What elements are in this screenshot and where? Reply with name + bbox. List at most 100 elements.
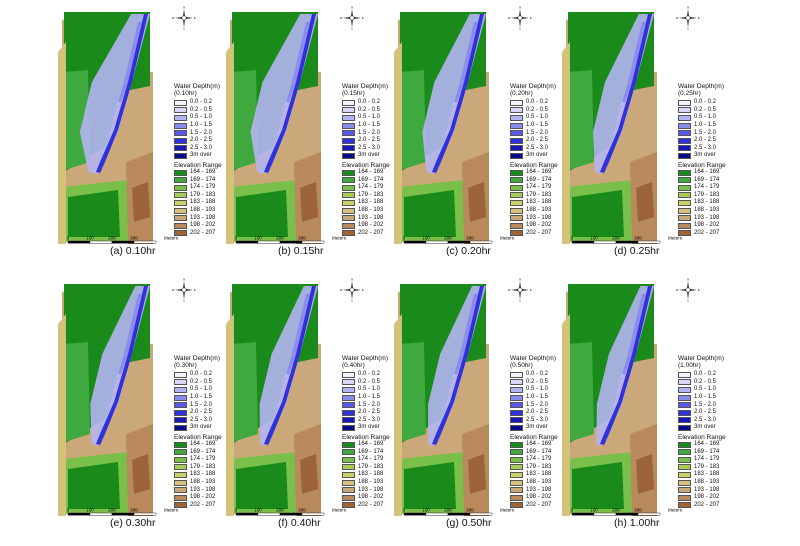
legend-water-item: 2.0 - 2.5 bbox=[174, 409, 222, 417]
compass-south: S bbox=[687, 299, 689, 302]
legend-water-label: 1.0 - 1.5 bbox=[526, 122, 549, 129]
panel-caption: (f) 0.40hr bbox=[278, 517, 321, 529]
terrain-field-south bbox=[68, 190, 120, 237]
legend-swatch bbox=[342, 152, 355, 159]
legend-swatch bbox=[510, 199, 523, 206]
panel-caption: (e) 0.30hr bbox=[110, 517, 156, 529]
legend-water-item: 2.0 - 2.5 bbox=[510, 409, 558, 417]
legend-swatch bbox=[342, 222, 355, 229]
legend-time-label: (0.50hr) bbox=[510, 362, 533, 369]
terrain-ridge-west bbox=[562, 314, 570, 516]
legend-elevation-label: 169 - 174 bbox=[358, 448, 384, 455]
legend-elevation-label: 174 - 179 bbox=[694, 456, 720, 463]
legend-swatch bbox=[678, 386, 691, 393]
legend-elevation-item: 193 - 198 bbox=[678, 214, 726, 222]
scale-tick-label: 300 bbox=[466, 235, 474, 240]
legend-elevation-label: 179 - 183 bbox=[190, 191, 216, 198]
legend-elevation-item: 183 - 188 bbox=[678, 471, 726, 479]
legend-swatch bbox=[342, 199, 355, 206]
legend-elevation-label: 174 - 179 bbox=[694, 184, 720, 191]
legend-water-item: 0.2 - 0.5 bbox=[678, 107, 726, 115]
legend-water-item: 0.2 - 0.5 bbox=[510, 107, 558, 115]
legend-elevation-label: 164 - 169 bbox=[694, 441, 720, 448]
terrain-ridge-west bbox=[58, 42, 66, 244]
legend-elevation-item: 183 - 188 bbox=[174, 199, 222, 207]
legend-swatch bbox=[342, 487, 355, 494]
legend-swatch bbox=[510, 424, 523, 431]
legend-water-item: 1.0 - 1.5 bbox=[174, 122, 222, 130]
legend-swatch bbox=[174, 379, 187, 386]
legend-swatch bbox=[510, 130, 523, 137]
scale-tick-label: 0 bbox=[235, 507, 238, 512]
compass-rose-icon: N S E W bbox=[340, 6, 364, 30]
compass-south: S bbox=[519, 299, 521, 302]
compass-south: S bbox=[351, 27, 353, 30]
scale-tick-label: 0 bbox=[571, 235, 574, 240]
terrain-peak-east bbox=[468, 454, 486, 494]
compass-south: S bbox=[183, 299, 185, 302]
legend-water-label: 1.0 - 1.5 bbox=[190, 394, 213, 401]
flood-map bbox=[562, 12, 657, 244]
scale-tick-label: 300 bbox=[298, 235, 306, 240]
legend-elevation-item: 164 - 169 bbox=[342, 441, 390, 449]
legend-elevation-item: 169 - 174 bbox=[678, 176, 726, 184]
legend-swatch bbox=[342, 207, 355, 214]
map-panel-e: N S E W Water Depth(m) (0.30hr) 0.0 - 0.2 0.2 -… bbox=[0, 272, 222, 543]
compass-north: N bbox=[687, 278, 689, 281]
legend-water-label: 2.5 - 3.0 bbox=[526, 144, 549, 151]
flood-map bbox=[58, 284, 153, 516]
legend-swatch bbox=[342, 449, 355, 456]
scale-unit-label: Meters bbox=[668, 235, 683, 240]
map-panel-c: N S E W Water Depth(m) (0.20hr) 0.0 - 0.2 0.2 -… bbox=[336, 0, 558, 271]
legend-elevation-label: 198 - 202 bbox=[358, 494, 384, 501]
legend-water-item: 1.0 - 1.5 bbox=[342, 394, 390, 402]
legend: Water Depth(m) (0.20hr) 0.0 - 0.2 0.2 - 0.5… bbox=[510, 83, 558, 237]
legend-water-item: 2.0 - 2.5 bbox=[342, 137, 390, 145]
legend-swatch bbox=[510, 230, 523, 237]
legend: Water Depth(m) (0.30hr) 0.0 - 0.2 0.2 - 0.5… bbox=[174, 355, 222, 509]
scale-tick-label: 0 bbox=[571, 507, 574, 512]
terrain-ridge-west bbox=[562, 42, 570, 244]
legend-elevation-label: 183 - 188 bbox=[358, 471, 384, 478]
legend-water-label: 0.5 - 1.0 bbox=[358, 114, 381, 121]
legend-elevation-label: 164 - 169 bbox=[358, 441, 384, 448]
compass-rose-icon: N S E W bbox=[508, 278, 532, 302]
legend-elevation-label: 193 - 198 bbox=[694, 214, 720, 221]
legend-elevation-item: 183 - 188 bbox=[678, 199, 726, 207]
legend-water-item: 2.0 - 2.5 bbox=[678, 137, 726, 145]
legend-elevation-item: 179 - 183 bbox=[510, 192, 558, 200]
legend-elevation-item: 164 - 169 bbox=[678, 441, 726, 449]
legend-water-item: 0.2 - 0.5 bbox=[342, 107, 390, 115]
legend: Water Depth(m) (1.00hr) 0.0 - 0.2 0.2 - 0.5… bbox=[678, 355, 726, 509]
scale-tick-label: 200 bbox=[276, 235, 284, 240]
legend-swatch bbox=[678, 107, 691, 114]
terrain-terrace-west bbox=[568, 342, 594, 442]
map-panel-b: N S E W Water Depth(m) (0.15hr) 0.0 - 0.2 0.2 -… bbox=[168, 0, 390, 271]
legend-water-item: 1.0 - 1.5 bbox=[510, 394, 558, 402]
legend-swatch bbox=[678, 456, 691, 463]
legend-swatch bbox=[678, 402, 691, 409]
legend-elevation-item: 188 - 193 bbox=[678, 479, 726, 487]
terrain-ridge-west bbox=[394, 42, 402, 244]
terrain-field-south bbox=[572, 462, 624, 509]
legend-water-item: 1.0 - 1.5 bbox=[342, 122, 390, 130]
map-panel-f: N S E W Water Depth(m) (0.40hr) 0.0 - 0.2 0.2 -… bbox=[168, 272, 390, 543]
legend-swatch bbox=[342, 379, 355, 386]
legend-water-item: 1.5 - 2.0 bbox=[342, 401, 390, 409]
legend-water-label: 0.2 - 0.5 bbox=[358, 106, 381, 113]
legend-elevation-title: Elevation Range bbox=[678, 161, 726, 169]
legend-water-label: 0.5 - 1.0 bbox=[694, 386, 717, 393]
legend-elevation-item: 202 - 207 bbox=[342, 230, 390, 238]
scale-bar: 0 100 200 300 Meters bbox=[67, 235, 179, 244]
legend-elevation-item: 183 - 188 bbox=[342, 471, 390, 479]
panel-caption: (d) 0.25hr bbox=[614, 245, 660, 257]
legend-elevation-item: 179 - 183 bbox=[678, 192, 726, 200]
legend-elevation-label: 193 - 198 bbox=[190, 486, 216, 493]
terrain-terrace-west bbox=[568, 70, 594, 170]
legend-water-label: 2.5 - 3.0 bbox=[358, 144, 381, 151]
legend-elevation-label: 198 - 202 bbox=[694, 222, 720, 229]
legend-swatch bbox=[510, 402, 523, 409]
legend-elevation-label: 169 - 174 bbox=[358, 176, 384, 183]
legend-swatch bbox=[174, 192, 187, 199]
terrain-terrace-west bbox=[400, 70, 426, 170]
